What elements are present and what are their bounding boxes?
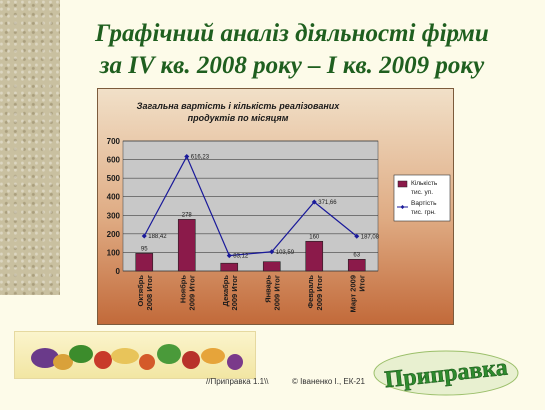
bar [347,259,366,272]
line-data-label: 187,08 [361,234,380,240]
x-tick-label: Итог [357,275,366,292]
decorative-side-strip [0,0,60,295]
bar-data-label: 63 [353,252,360,258]
bar [220,262,239,272]
line-point [354,233,360,239]
x-tick-label: Январь [263,275,272,303]
bar [305,240,324,272]
x-tick-label: Октябрь [136,275,145,307]
line-data-label: 188,42 [148,234,167,240]
y-tick-label: 700 [107,137,121,146]
bar-data-label: 95 [141,246,148,252]
x-tick-label: 2009 Итог [272,275,281,310]
y-tick-label: 0 [116,267,121,276]
legend-label-bar: тис. уп. [411,189,433,196]
plot-area [122,140,379,272]
x-tick-label: Ноябрь [178,275,187,303]
line-data-label: 83,12 [233,254,249,260]
chart-title-line-1: Загальна вартість і кількість реалізован… [137,101,341,111]
bar-data-label: 278 [182,212,193,218]
line-data-label: 616,23 [191,155,210,161]
bar [177,219,196,272]
y-tick-label: 300 [107,211,121,220]
slide-title: Графічний аналіз діяльності фірми за IV … [62,18,522,82]
line-point [311,199,317,205]
y-tick-label: 200 [107,230,121,239]
y-tick-label: 500 [107,174,121,183]
bar [135,253,154,272]
vegetables-image [31,344,243,370]
legend-swatch-marker [400,205,405,209]
x-tick-label: Март 2009 [348,275,357,312]
line-data-label: 103,59 [276,250,295,256]
bar-data-label: 160 [309,234,320,240]
legend-label-line: Вартість [411,199,437,207]
bar [262,261,281,272]
footer-project-label: //Приправка 1.1\\ [206,377,269,386]
line-point [269,249,275,255]
brand-logo: Приправка [373,350,519,396]
line-point [226,253,232,259]
x-tick-label: 2009 Итог [230,275,239,310]
x-tick-label: Февраль [306,275,315,309]
chart-frame: Загальна вартість і кількість реалізован… [97,88,454,325]
x-tick-label: 2009 Итог [187,275,196,310]
line-point [141,233,147,239]
slide-title-line-2: за IV кв. 2008 року – I кв. 2009 року [99,52,485,79]
legend-swatch-bar [397,180,408,188]
chart: Загальна вартість і кількість реалізован… [107,101,451,312]
y-tick-label: 400 [107,193,121,202]
legend-label-line: тис. грн. [411,209,436,216]
x-tick-label: 2009 Итог [315,275,324,310]
line-data-label: 371,66 [318,200,337,206]
x-tick-label: Декабрь [221,275,230,307]
chart-title-line-2: продуктів по місяцям [188,113,289,123]
footer-author: © Іваненко І., ЕК-21 [292,377,365,386]
y-tick-label: 100 [107,248,121,257]
legend-label-bar: Кількість [411,179,438,187]
vegetables-banner [14,331,256,379]
slide-title-line-1: Графічний аналіз діяльності фірми [95,20,489,47]
value-line [143,155,358,257]
line-point [184,154,190,160]
y-tick-label: 600 [107,156,121,165]
x-tick-label: 2008 Итог [145,275,154,310]
